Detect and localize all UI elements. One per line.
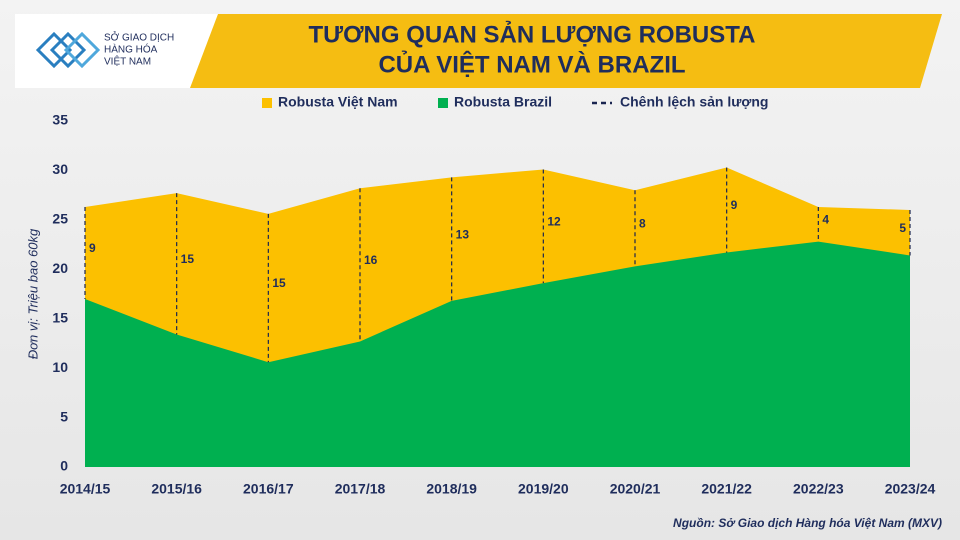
x-tick-label: 2018/19 bbox=[426, 481, 477, 497]
difference-label: 9 bbox=[89, 241, 96, 255]
difference-label: 16 bbox=[364, 253, 378, 267]
x-tick-label: 2020/21 bbox=[610, 481, 661, 497]
logo-text: HÀNG HÓA bbox=[104, 43, 158, 56]
chart-title: TƯƠNG QUAN SẢN LƯỢNG ROBUSTA bbox=[309, 19, 756, 48]
y-tick-label: 25 bbox=[52, 211, 68, 227]
difference-label: 13 bbox=[456, 227, 470, 241]
legend-label: Robusta Việt Nam bbox=[278, 94, 398, 110]
y-axis-label: Đơn vị: Triệu bao 60kg bbox=[25, 228, 40, 359]
y-tick-label: 5 bbox=[60, 408, 68, 424]
difference-label: 8 bbox=[639, 216, 646, 230]
x-tick-label: 2017/18 bbox=[335, 481, 386, 497]
chart-title: CỦA VIỆT NAM VÀ BRAZIL bbox=[378, 49, 685, 78]
y-tick-label: 35 bbox=[52, 112, 68, 128]
y-tick-label: 15 bbox=[52, 309, 68, 325]
logo-text: SỞ GIAO DỊCH bbox=[104, 31, 174, 44]
area bbox=[85, 241, 910, 467]
legend-swatch bbox=[262, 98, 272, 108]
logo-box bbox=[15, 14, 218, 88]
y-tick-label: 30 bbox=[52, 161, 68, 177]
difference-label: 4 bbox=[822, 212, 829, 226]
header-banner bbox=[15, 14, 942, 88]
difference-label: 15 bbox=[181, 252, 195, 266]
x-tick-label: 2014/15 bbox=[60, 481, 111, 497]
x-tick-label: 2015/16 bbox=[151, 481, 202, 497]
difference-label: 9 bbox=[731, 198, 738, 212]
logo-icon bbox=[35, 31, 101, 69]
x-tick-label: 2023/24 bbox=[885, 481, 936, 497]
x-tick-label: 2022/23 bbox=[793, 481, 844, 497]
legend-label: Robusta Brazil bbox=[454, 94, 552, 110]
x-tick-label: 2021/22 bbox=[701, 481, 752, 497]
x-tick-label: 2019/20 bbox=[518, 481, 569, 497]
y-tick-label: 0 bbox=[60, 458, 68, 474]
legend-label: Chênh lệch sản lượng bbox=[620, 94, 768, 110]
legend-swatch bbox=[438, 98, 448, 108]
x-tick-label: 2016/17 bbox=[243, 481, 294, 497]
difference-label: 12 bbox=[547, 214, 561, 228]
y-tick-label: 20 bbox=[52, 260, 68, 276]
y-tick-label: 10 bbox=[52, 359, 68, 375]
logo-text: VIỆT NAM bbox=[104, 55, 151, 68]
difference-label: 15 bbox=[272, 276, 286, 290]
source: Nguồn: Sở Giao dịch Hàng hóa Việt Nam (M… bbox=[673, 516, 942, 530]
difference-label: 5 bbox=[899, 221, 906, 235]
